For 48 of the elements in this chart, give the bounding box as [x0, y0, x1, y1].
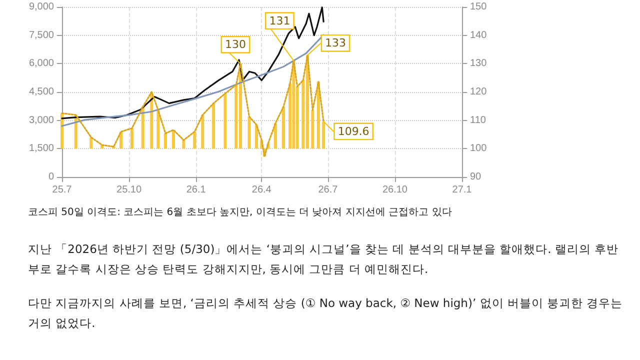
x-tick-label: 26.10	[382, 184, 408, 196]
y2-tick-label: 140	[470, 30, 488, 41]
bar	[60, 113, 64, 149]
x-tick-label: 26.1	[186, 184, 206, 196]
bar	[311, 110, 314, 149]
bar	[212, 103, 216, 149]
line-series	[61, 6, 324, 120]
bar	[201, 114, 204, 149]
text: 지난 「2026년 하반기 전망 (5/30)」에서는 ‘붕괴의 시그널’을 찾는 데 분석의 대부분을 할애했다. 랠리의 후반부로 갈수록 시장은 상승 탄력도 강해지지만, 동시에 그만큼 더 예민해진다.	[28, 241, 620, 278]
bar	[282, 106, 285, 149]
y-tick-label: 0	[48, 172, 54, 182]
y-tick-label: 7,500	[28, 30, 54, 41]
y-tick-label: 4,500	[28, 86, 54, 98]
bar	[274, 123, 277, 149]
y2-tick-label: 130	[470, 58, 488, 70]
y2-tick-label: 150	[470, 2, 488, 12]
x-tick-label: 27.1	[452, 184, 472, 196]
bar	[141, 106, 144, 149]
y-tick-label: 3,000	[28, 114, 54, 126]
data-label: 131	[269, 14, 290, 28]
bar	[224, 93, 227, 149]
bar	[322, 121, 326, 149]
y2-tick-label: 100	[470, 143, 488, 154]
bar	[130, 128, 134, 149]
bar	[255, 124, 258, 149]
text: 코스피 50일 이격도: 코스피는 6월 초보다 높지만, 이격도는 더 낮아져 지지선에 근접하고 있다	[28, 206, 453, 219]
x-tick-label: 25.10	[116, 184, 142, 196]
text: 다만 지금까지의 사례를 보면, ‘금리의 추세적 상승 (① No way back, ② New high)’ 없이 버블이 붕괴한 경우는 거의 없었다.	[28, 295, 624, 332]
data-label: 109.6	[338, 124, 370, 138]
data-label: 133	[325, 36, 346, 50]
bar	[182, 140, 186, 149]
y-tick-label: 9,000	[28, 2, 54, 12]
bar	[193, 132, 196, 149]
data-label: 130	[225, 38, 246, 52]
y-tick-label: 1,500	[28, 143, 54, 154]
x-tick-label: 25.7	[52, 184, 72, 196]
x-tick-label: 26.7	[318, 184, 338, 196]
x-tick-label: 26.4	[252, 184, 272, 196]
bar	[164, 133, 167, 149]
y2-tick-label: 120	[470, 86, 488, 98]
y2-tick-label: 110	[470, 114, 486, 126]
bar	[172, 130, 175, 149]
y-tick-label: 6,000	[28, 58, 54, 70]
line-series	[61, 54, 324, 158]
bar	[248, 116, 251, 149]
y2-tick-label: 90	[470, 172, 482, 182]
bar	[90, 137, 93, 149]
bar	[156, 110, 160, 149]
